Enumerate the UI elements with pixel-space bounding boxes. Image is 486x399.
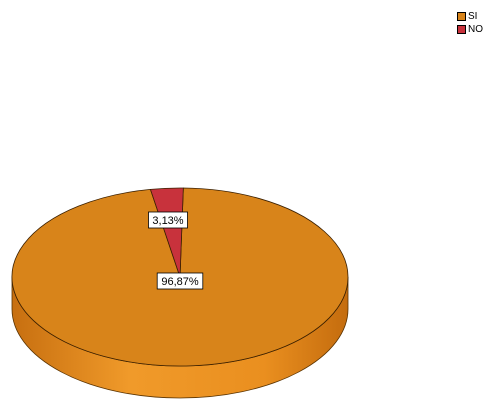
legend-swatch-si: [457, 12, 466, 21]
legend: SI NO: [457, 10, 483, 36]
data-label-si: 96,87%: [161, 276, 199, 288]
pie-slice-no: [149, 187, 184, 278]
legend-label-si: SI: [468, 10, 478, 22]
legend-item-no: NO: [457, 23, 483, 36]
data-label-si-box: [156, 272, 204, 290]
legend-item-si: SI: [457, 10, 483, 23]
data-label-no: 3,13%: [152, 215, 183, 227]
legend-label-no: NO: [468, 23, 483, 35]
data-label-no-box: [148, 211, 188, 229]
legend-swatch-no: [457, 25, 466, 34]
